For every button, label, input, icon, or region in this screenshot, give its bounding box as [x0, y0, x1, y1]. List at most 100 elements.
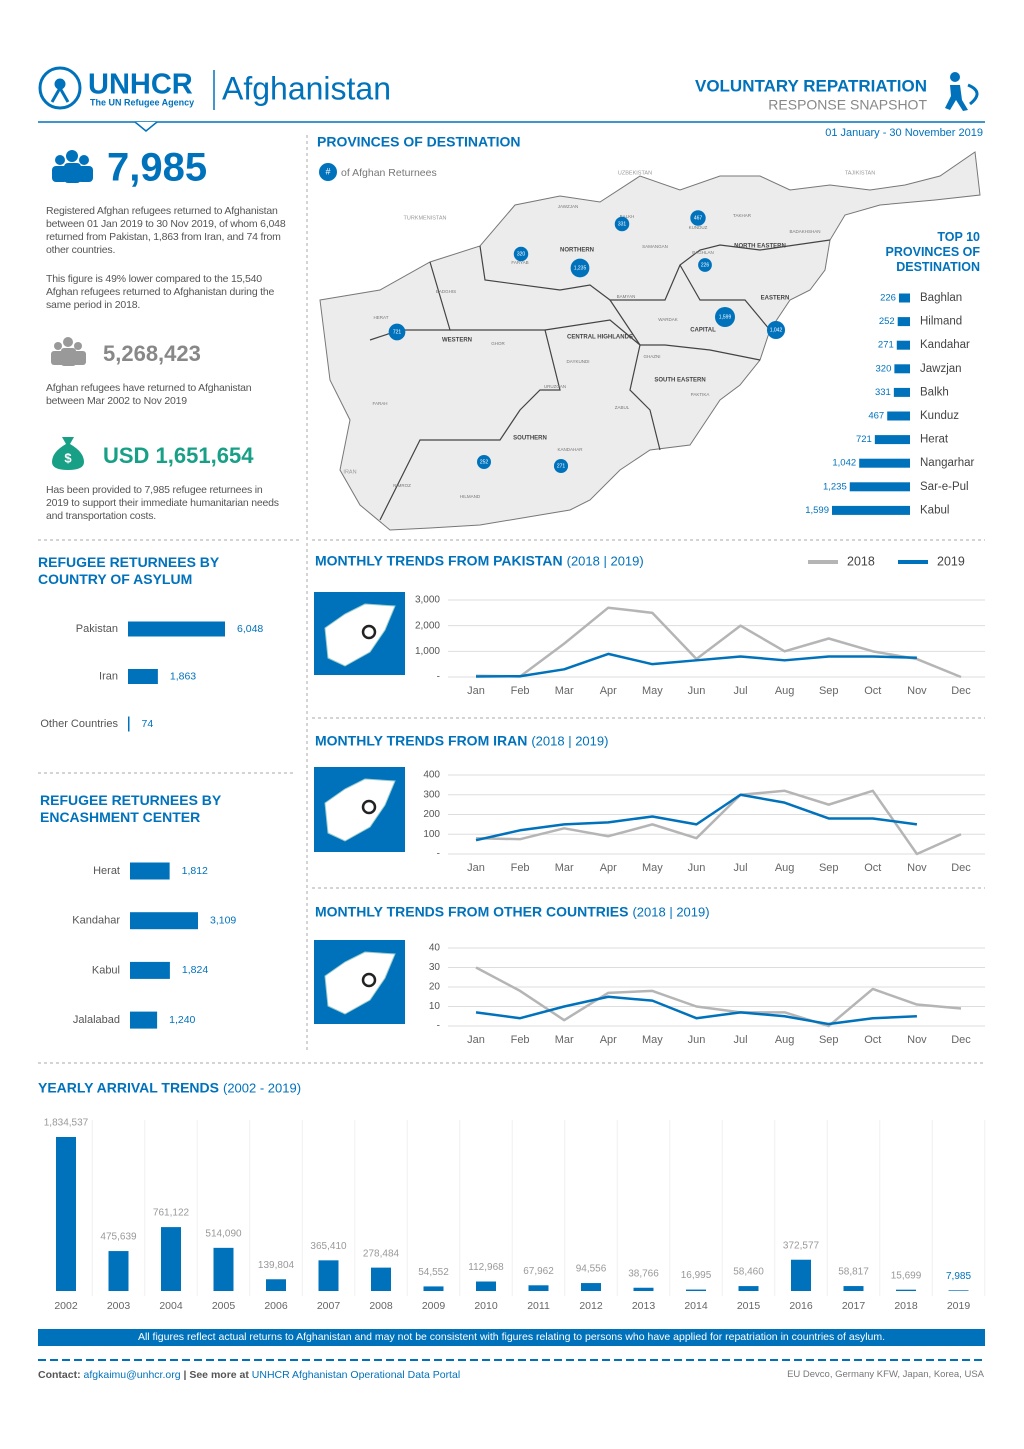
bar	[894, 364, 910, 374]
x-tick-label: Jun	[688, 862, 706, 874]
x-tick-label: Apr	[600, 1034, 617, 1046]
separators	[38, 135, 985, 1361]
svg-text:$: $	[64, 450, 72, 465]
portal-link[interactable]: UNHCR Afghanistan Operational Data Porta…	[251, 1369, 461, 1381]
x-tick-label: 2015	[737, 1300, 761, 1312]
bar-value-label: 271	[878, 340, 894, 351]
summary-text: Afghan refugees have returned to Afghani…	[46, 382, 252, 407]
money-icon: $	[52, 437, 84, 470]
bar	[581, 1283, 601, 1291]
bar-value-label: 15,699	[891, 1270, 922, 1281]
bar	[898, 293, 910, 303]
bar	[130, 961, 170, 979]
category-label: Kunduz	[920, 410, 959, 422]
bar	[686, 1289, 706, 1291]
category-label: Kabul	[92, 964, 120, 976]
map-bubble-label: 1,599	[719, 314, 732, 320]
bar-value-label: 54,552	[418, 1267, 449, 1278]
country-label: TAJIKISTAN	[845, 170, 875, 176]
province-label: BAMYAN	[617, 294, 636, 299]
province-label: URUZGAN	[544, 384, 566, 389]
y-tick-label: -	[437, 849, 440, 860]
bar-value-label: 226	[880, 293, 896, 304]
period: 01 January - 30 November 2019	[825, 127, 983, 139]
bar-value-label: 16,995	[681, 1270, 712, 1281]
province-label: BADGHIS	[436, 289, 456, 294]
x-tick-label: Sep	[819, 1034, 839, 1046]
country-label: TURKMENISTAN	[404, 215, 447, 221]
category-label: Iran	[99, 670, 118, 682]
map-bubble-label: 721	[393, 329, 402, 335]
x-tick-label: 2006	[264, 1300, 288, 1312]
x-tick-label: Oct	[864, 685, 881, 697]
bar	[371, 1267, 391, 1291]
y-tick-label: 1,000	[415, 646, 440, 657]
x-tick-label: Jul	[734, 1034, 748, 1046]
province-label: GHAZNI	[643, 354, 660, 359]
country-title: Afghanistan	[222, 70, 391, 106]
bar	[843, 1286, 864, 1291]
map-bubble-label: 331	[618, 221, 627, 227]
bar-value-label: 139,804	[258, 1260, 295, 1271]
x-tick-label: Dec	[951, 1034, 971, 1046]
province-label: DAYKUNDI	[567, 359, 590, 364]
bar	[130, 1011, 158, 1029]
province-label: GHOR	[491, 341, 505, 346]
inset-map	[324, 778, 396, 842]
y-tick-label: 200	[423, 809, 440, 820]
country-label: IRAN	[343, 469, 356, 475]
bar-value-label: 1,863	[170, 670, 196, 682]
legend-label: 2019	[937, 554, 965, 568]
people-icon	[52, 150, 93, 183]
bar-value-label: 721	[856, 434, 872, 445]
x-tick-label: Nov	[907, 862, 927, 874]
x-tick-label: Oct	[864, 1034, 881, 1046]
map-bubble	[614, 216, 630, 232]
map-bubble	[553, 458, 569, 474]
bar-value-label: 58,460	[733, 1267, 764, 1278]
x-tick-label: Dec	[951, 862, 971, 874]
map-legend-symbol-bg	[319, 163, 337, 181]
email-link[interactable]: afgkaimu@unhcr.org	[83, 1369, 181, 1381]
donors: EU Devco, Germany KFW, Japan, Korea, USA	[787, 1369, 984, 1380]
x-tick-label: 2008	[369, 1300, 393, 1312]
cash-total: USD 1,651,654	[103, 443, 254, 468]
x-tick-label: 2004	[159, 1300, 183, 1312]
bar-value-label: 252	[879, 316, 895, 327]
x-tick-label: Apr	[600, 685, 617, 697]
category-label: Nangarhar	[920, 457, 975, 469]
x-tick-label: 2002	[54, 1300, 78, 1312]
x-tick-label: 2018	[894, 1300, 918, 1312]
map-bubble	[513, 246, 529, 262]
bar-value-label: 514,090	[205, 1228, 242, 1239]
summary-text: Registered Afghan refugees returned to A…	[46, 205, 286, 256]
region-borders	[369, 239, 831, 521]
y-tick-label: 20	[429, 982, 441, 993]
x-tick-label: 2016	[789, 1300, 813, 1312]
returnee-icon	[945, 72, 979, 111]
line	[475, 789, 962, 856]
x-tick-label: Oct	[864, 862, 881, 874]
province-label: KANDAHAR	[557, 447, 583, 452]
category-label: Herat	[920, 434, 949, 446]
map-bubble	[477, 455, 491, 469]
bar	[318, 1260, 339, 1291]
bar-value-label: 1,042	[832, 458, 856, 469]
category-label: Baghlan	[920, 292, 962, 304]
bar-value-label: 67,962	[523, 1266, 554, 1277]
bar	[266, 1279, 286, 1291]
category-label: Other Countries	[40, 718, 118, 730]
x-tick-label: 2009	[422, 1300, 446, 1312]
inset-map	[324, 951, 396, 1015]
chart-title: MONTHLY TRENDS FROM PAKISTAN	[315, 553, 563, 569]
category-label: Sar-e-Pul	[920, 481, 969, 493]
region-label: CAPITAL	[690, 328, 716, 334]
country-outline	[319, 151, 981, 531]
category-label: Kabul	[920, 504, 949, 516]
map-bubble-label: 1,235	[574, 265, 587, 271]
bar	[128, 621, 225, 637]
bar-value-label: 1,235	[823, 481, 847, 492]
x-tick-label: Dec	[951, 685, 971, 697]
footnote: All figures reflect actual returns to Af…	[38, 1329, 985, 1346]
map-bubble-label: 467	[694, 215, 703, 221]
